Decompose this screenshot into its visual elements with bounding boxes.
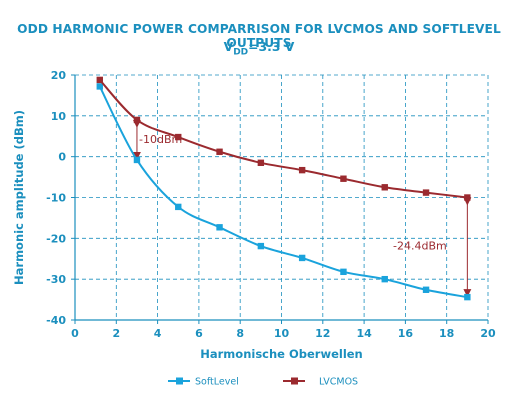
data-point-lvcmos xyxy=(422,189,430,196)
legend-marker-softlevel xyxy=(176,377,183,385)
subtitle-v: V xyxy=(223,39,234,54)
annotations: -10dBm -24.4dBm xyxy=(132,119,472,298)
data-point-softlevel xyxy=(257,242,265,250)
y-tick-label: -20 xyxy=(46,232,66,245)
data-point-lvcmos xyxy=(340,175,347,182)
data-point-lvcmos xyxy=(133,116,141,124)
x-tick-label: 10 xyxy=(274,327,290,340)
series-line-softlevel xyxy=(98,85,468,299)
x-tick-label: 6 xyxy=(195,327,203,340)
data-point-softlevel xyxy=(216,224,223,231)
data-point-softlevel xyxy=(96,83,103,90)
legend-label-softlevel: SoftLevel xyxy=(195,377,239,388)
y-tick-label: 0 xyxy=(58,151,66,164)
x-tick-label: 8 xyxy=(236,327,244,340)
y-tick-label: -30 xyxy=(46,273,66,286)
x-tick-label: 0 xyxy=(71,327,79,340)
subtitle-dd: DD xyxy=(233,47,249,58)
annotation-label: -10dBm xyxy=(139,133,182,146)
grid xyxy=(75,74,489,320)
legend-label-lvcmos: LVCMOS xyxy=(319,377,358,388)
data-point-lvcmos xyxy=(257,159,265,166)
y-tick-label: 10 xyxy=(51,110,67,123)
data-point-softlevel xyxy=(298,254,306,262)
axis-labels: Harmonische Oberwellen Harmonic amplitud… xyxy=(12,110,363,361)
legend-marker-lvcmos xyxy=(291,377,298,385)
data-point-lvcmos xyxy=(381,184,388,191)
data-point-softlevel xyxy=(340,268,347,276)
subtitle-tail: =3.3 V xyxy=(248,39,295,54)
x-tick-label: 14 xyxy=(356,327,372,340)
chart-subtitle: VDD=3.3 V xyxy=(0,39,518,57)
data-point-softlevel xyxy=(422,286,430,293)
series-line-lvcmos xyxy=(99,79,468,199)
data-point-lvcmos xyxy=(96,76,103,84)
data-point-softlevel xyxy=(464,293,471,301)
legend: SoftLevel LVCMOS xyxy=(168,377,358,388)
chart-title: ODD HARMONIC POWER COMPARRISON FOR LVCMO… xyxy=(17,22,501,50)
data-point-softlevel xyxy=(133,156,141,164)
y-axis-label: Harmonic amplitude (dBm) xyxy=(12,110,26,285)
x-tick-label: 12 xyxy=(315,327,330,340)
data-point-lvcmos xyxy=(175,133,182,141)
x-tick-label: 20 xyxy=(480,327,496,340)
data-point-lvcmos xyxy=(216,148,223,155)
x-tick-label: 2 xyxy=(112,327,120,340)
axes: 0 2 4 6 8 10 12 14 16 18 20 20 10 0 -10 -20 -30 -40 xyxy=(46,69,496,340)
data-point-softlevel xyxy=(175,203,182,211)
y-tick-label: 20 xyxy=(51,69,67,82)
series xyxy=(96,76,471,301)
data-point-lvcmos xyxy=(464,194,471,201)
y-tick-label: -10 xyxy=(46,192,66,205)
x-tick-label: 16 xyxy=(398,327,414,340)
annotation-label: -24.4dBm xyxy=(393,239,447,252)
data-point-lvcmos xyxy=(298,166,306,174)
y-tick-label: -40 xyxy=(46,314,66,327)
x-axis-label: Harmonische Oberwellen xyxy=(200,347,363,361)
x-tick-label: 18 xyxy=(439,327,454,340)
data-point-softlevel xyxy=(381,275,388,283)
x-tick-label: 4 xyxy=(154,327,162,340)
